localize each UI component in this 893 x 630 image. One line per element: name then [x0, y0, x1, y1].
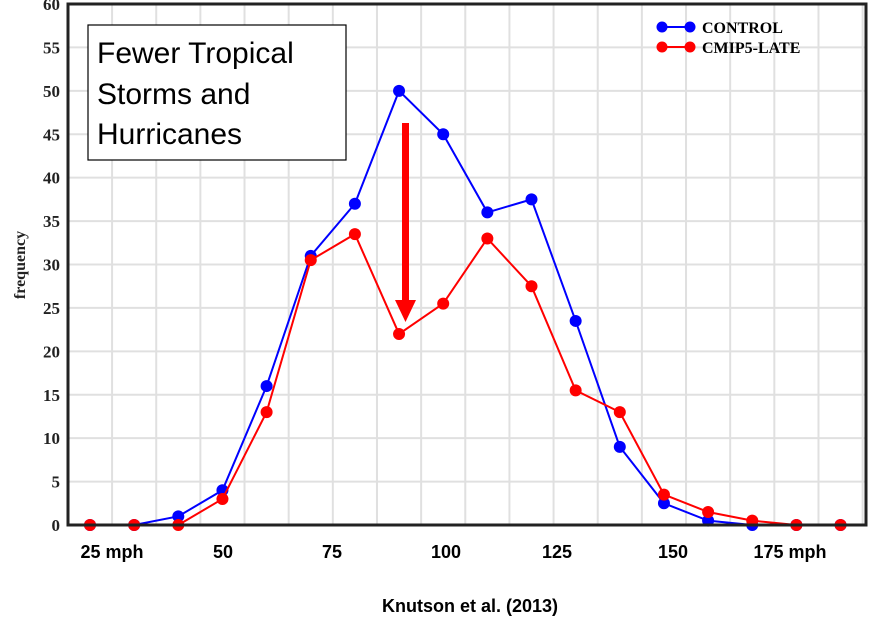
annotation-line: Fewer Tropical	[97, 37, 294, 70]
x-tick-label: 75	[322, 542, 342, 562]
y-tick-label: 50	[43, 82, 60, 101]
x-ticks: 25 mph 50 75 100 125 150 175 mph	[80, 542, 826, 562]
decrease-arrow	[395, 123, 416, 322]
y-tick-label: 25	[43, 299, 60, 318]
data-point-cmip5-late	[216, 492, 229, 505]
x-tick-label: 25 mph	[80, 542, 143, 562]
x-tick-label: 125	[542, 542, 572, 562]
series-line-control	[90, 89, 841, 526]
series-line-cmip5-late	[90, 232, 841, 526]
y-tick-label: 45	[43, 125, 60, 144]
data-point-control	[393, 84, 406, 97]
x-tick-label: 175 mph	[753, 542, 826, 562]
data-point-cmip5-late	[437, 297, 450, 310]
data-point-control	[437, 128, 450, 141]
y-tick-label: 30	[43, 256, 60, 275]
data-point-cmip5-late	[525, 280, 538, 293]
data-point-cmip5-late	[481, 232, 494, 245]
y-axis-label: frequency	[12, 231, 29, 299]
x-tick-label: 50	[213, 542, 233, 562]
y-tick-label: 35	[43, 212, 60, 231]
data-point-control	[569, 314, 582, 327]
x-tick-label: 150	[658, 542, 688, 562]
y-tick-label: 60	[43, 0, 60, 14]
data-point-cmip5-late	[393, 327, 406, 340]
data-point-control	[172, 510, 185, 523]
series	[84, 84, 847, 531]
annotation-box: Fewer Tropical Storms and Hurricanes	[87, 24, 347, 161]
y-tick-label: 5	[52, 473, 61, 492]
y-tick-label: 0	[52, 516, 61, 535]
data-point-control	[613, 440, 626, 453]
y-tick-label: 20	[43, 342, 60, 361]
y-tick-label: 40	[43, 169, 60, 188]
x-axis-label: Knutson et al. (2013)	[382, 596, 558, 616]
data-point-cmip5-late	[304, 254, 317, 267]
y-ticks: 0 5 10 15 20 25 30 35 40 45 50 55 60	[43, 0, 60, 535]
data-point-control	[525, 193, 538, 206]
data-point-cmip5-late	[569, 384, 582, 397]
y-tick-label: 55	[43, 38, 60, 57]
data-point-control	[481, 206, 494, 219]
y-tick-label: 15	[43, 386, 60, 405]
data-point-control	[260, 380, 273, 393]
legend-label-cmip5-late: CMIP5-LATE	[702, 40, 800, 57]
annotation-line: Storms and	[97, 78, 250, 111]
data-point-cmip5-late	[702, 505, 715, 518]
data-point-cmip5-late	[348, 228, 361, 241]
data-point-cmip5-late	[613, 406, 626, 419]
data-point-control	[348, 197, 361, 210]
data-point-cmip5-late	[260, 406, 273, 419]
y-tick-label: 10	[43, 429, 60, 448]
x-tick-label: 100	[431, 542, 461, 562]
annotation-line: Hurricanes	[97, 118, 242, 151]
legend-label-control: CONTROL	[702, 20, 783, 37]
legend: CONTROL CMIP5-LATE	[656, 20, 800, 57]
plot-frame	[66, 2, 868, 527]
data-point-control	[657, 497, 670, 510]
data-point-cmip5-late	[657, 488, 670, 501]
